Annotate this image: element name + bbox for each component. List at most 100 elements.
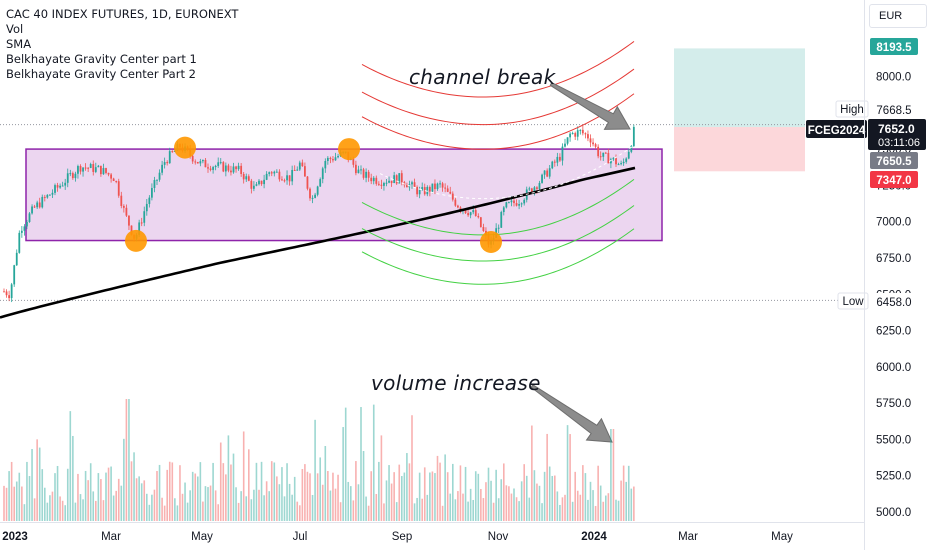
volume-bar — [166, 469, 168, 521]
volume-bar — [248, 449, 250, 521]
candle-body — [224, 165, 227, 172]
volume-bar — [225, 474, 227, 521]
candle-body — [571, 133, 574, 135]
volume-bar — [459, 465, 462, 521]
legend-gravity-2[interactable]: Belkhayate Gravity Center Part 2 — [6, 67, 196, 81]
candle-body — [288, 175, 291, 182]
volume-bar — [497, 498, 500, 521]
candle-body — [56, 185, 59, 188]
stop-zone — [674, 127, 805, 172]
volume-bar — [365, 496, 367, 521]
volume-bar — [309, 473, 311, 521]
volume-bar — [589, 481, 592, 521]
volume-bar — [84, 470, 87, 521]
volume-bar — [135, 478, 138, 521]
upper-band-2 — [361, 68, 635, 126]
legend-sma[interactable]: SMA — [6, 37, 32, 51]
volume-bar — [513, 488, 515, 521]
center-line — [379, 146, 633, 200]
candle-body — [367, 171, 370, 178]
candle-body — [5, 291, 8, 296]
price-axis-divider — [864, 0, 865, 550]
candle-body — [630, 146, 633, 152]
volume-bar — [41, 469, 44, 521]
volume-bar — [281, 467, 283, 521]
candle-body — [439, 183, 441, 185]
legend-title[interactable]: CAC 40 INDEX FUTURES, 1D, EURONEXT — [6, 7, 239, 21]
volume-bar — [316, 473, 319, 521]
volume-bar — [360, 407, 362, 521]
candle-body — [362, 169, 365, 178]
volume-bar — [143, 480, 146, 521]
candle-body — [191, 155, 194, 162]
volume-bar — [202, 501, 204, 521]
volume-bar — [191, 471, 194, 521]
volume-bar — [469, 488, 472, 521]
volume-bar — [576, 490, 579, 521]
volume-bar — [467, 501, 469, 521]
volume-bar — [574, 471, 576, 521]
volume-bar — [44, 487, 46, 521]
volume-bar — [59, 496, 61, 521]
volume-bar — [633, 486, 635, 521]
candle-body — [77, 166, 79, 174]
candle-body — [306, 176, 309, 189]
candle-body — [436, 183, 439, 190]
volume-bar — [156, 471, 158, 521]
candle-body — [125, 207, 128, 216]
volume-bar — [337, 474, 339, 521]
volume-bar — [110, 466, 112, 521]
volume-bar — [342, 427, 344, 521]
volume-bar — [383, 503, 385, 521]
volume-bar — [594, 505, 597, 521]
candle-body — [406, 185, 408, 188]
candle-body — [520, 203, 523, 205]
candle-body — [477, 215, 480, 218]
entry-price-label: 7650.5 — [870, 152, 918, 169]
candle-body — [304, 166, 306, 177]
svg-text:7347.0: 7347.0 — [876, 175, 911, 187]
volume-bar — [217, 504, 219, 521]
currency-selector[interactable]: EUR — [869, 4, 927, 28]
candle-body — [89, 164, 92, 169]
candle-body — [607, 152, 610, 164]
volume-bar — [357, 484, 360, 521]
volume-bar — [260, 461, 263, 521]
volume-bar — [171, 462, 174, 521]
candle-body — [314, 194, 316, 198]
volume-bar — [528, 497, 531, 521]
candle-body — [66, 173, 69, 183]
candle-body — [332, 159, 334, 161]
volume-bar — [543, 471, 546, 521]
volume-bar — [385, 480, 388, 521]
svg-text:8193.5: 8193.5 — [876, 42, 912, 54]
candle-body — [265, 173, 268, 180]
candle-body — [400, 173, 403, 183]
candle-body — [15, 252, 18, 266]
volume-bar — [140, 483, 143, 521]
candle-body — [122, 205, 125, 208]
low-tag: Low — [837, 292, 869, 310]
candle-body — [28, 213, 31, 222]
svg-text:7668.5: 7668.5 — [876, 105, 911, 117]
candle-body — [273, 171, 276, 174]
legend-gravity-1[interactable]: Belkhayate Gravity Center part 1 — [6, 52, 197, 66]
candle-body — [528, 188, 531, 190]
candle-body — [26, 221, 28, 227]
volume-bar — [599, 485, 602, 521]
volume-bar — [174, 498, 176, 521]
volume-bar — [311, 494, 314, 521]
candle-body — [148, 197, 151, 204]
volume-bar — [411, 415, 413, 521]
volume-bar — [130, 461, 133, 521]
legend-vol[interactable]: Vol — [6, 22, 24, 36]
volume-bar — [485, 482, 487, 521]
candle-body — [365, 171, 367, 178]
volume-bar — [434, 473, 436, 521]
volume-bar — [26, 461, 28, 521]
candle-body — [597, 146, 600, 157]
volume-bar — [452, 463, 454, 521]
volume-bar — [8, 471, 10, 521]
volume-bar — [490, 480, 492, 521]
